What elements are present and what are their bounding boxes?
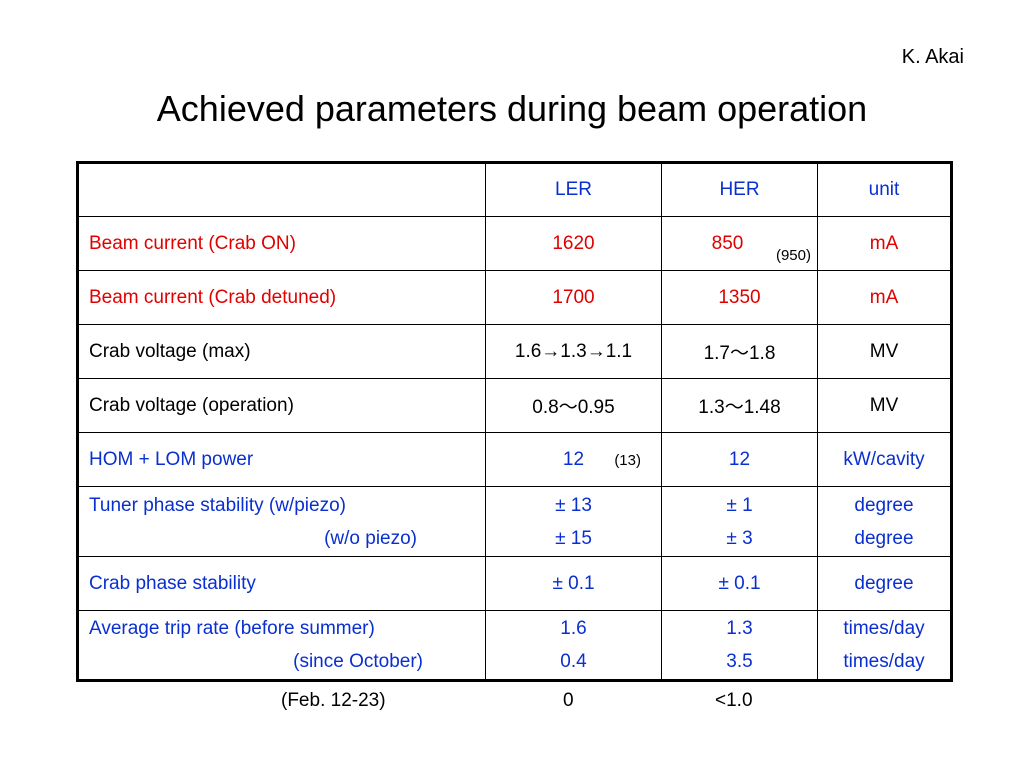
her-cell: 1.3 3.5: [661, 610, 818, 681]
unit-value: mA: [817, 270, 952, 325]
table-row: Beam current (Crab ON) 1620 850 (950) mA: [77, 216, 952, 271]
table-row: Crab voltage (operation) 0.8～0.95 1.3～1.…: [77, 378, 952, 433]
table-row: Tuner phase stability (w/piezo) (w/o pie…: [77, 486, 952, 557]
unit-value-sub: times/day: [843, 651, 925, 672]
row-label: Crab voltage (max): [77, 324, 486, 379]
row-label-sub: (since October): [293, 651, 423, 672]
ler-cell: 12 (13): [485, 432, 662, 487]
footer-period-label: (Feb. 12-23): [281, 690, 386, 711]
row-label: Crab voltage (operation): [77, 378, 486, 433]
row-label: Beam current (Crab ON): [77, 216, 486, 271]
table-row: HOM + LOM power 12 (13) 12 kW/cavity: [77, 432, 952, 487]
ler-value: 12: [562, 448, 585, 470]
her-value: 1.3～1.48: [661, 378, 818, 433]
her-value: ± 0.1: [661, 556, 818, 611]
table-row: Beam current (Crab detuned) 1700 1350 mA: [77, 270, 952, 325]
table-row: Average trip rate (before summer) (since…: [77, 610, 952, 681]
her-cell: ± 1 ± 3: [661, 486, 818, 557]
unit-value: MV: [817, 324, 952, 379]
row-label: Crab phase stability: [77, 556, 486, 611]
row-label: HOM + LOM power: [77, 432, 486, 487]
unit-value: MV: [817, 378, 952, 433]
ler-cell: ± 13 ± 15: [485, 486, 662, 557]
table-header-row: LER HER unit: [77, 162, 952, 217]
her-note: (950): [775, 247, 811, 264]
footer-her-value: <1.0: [715, 690, 753, 711]
ler-value-sub: 0.4: [560, 651, 587, 672]
unit-value: degree: [854, 494, 914, 516]
unit-value: times/day: [843, 618, 925, 639]
ler-note: (13): [614, 452, 641, 469]
author-name: K. Akai: [901, 46, 964, 68]
her-value: 1.7～1.8: [661, 324, 818, 379]
header-unit: unit: [817, 162, 952, 217]
ler-value: ± 0.1: [485, 556, 662, 611]
her-value: 1350: [661, 270, 818, 325]
ler-value: 1.6→1.3→1.1: [485, 324, 662, 379]
ler-value: 1620: [485, 216, 662, 271]
her-value: 1.3: [726, 618, 753, 639]
her-value: 850: [711, 232, 744, 254]
ler-value-sub: ± 15: [555, 527, 592, 549]
unit-value-sub: degree: [854, 527, 914, 549]
her-value: ± 1: [726, 494, 753, 516]
unit-value: kW/cavity: [817, 432, 952, 487]
row-label: Beam current (Crab detuned): [77, 270, 486, 325]
unit-value: degree: [817, 556, 952, 611]
unit-value: mA: [817, 216, 952, 271]
header-ler: LER: [485, 162, 662, 217]
her-cell: 850 (950): [661, 216, 818, 271]
row-label-cell: Tuner phase stability (w/piezo) (w/o pie…: [77, 486, 486, 557]
her-value-sub: ± 3: [726, 527, 753, 549]
ler-value: 0.8～0.95: [485, 378, 662, 433]
parameters-table: LER HER unit Beam current (Crab ON) 1620…: [76, 161, 953, 682]
ler-value: 1700: [485, 270, 662, 325]
slide-title: Achieved parameters during beam operatio…: [156, 88, 868, 129]
table-row: Crab voltage (max) 1.6→1.3→1.1 1.7～1.8 M…: [77, 324, 952, 379]
row-label-sub: (w/o piezo): [324, 527, 417, 549]
footer-ler-value: 0: [563, 690, 574, 711]
header-empty-cell: [77, 162, 486, 217]
unit-cell: degree degree: [817, 486, 952, 557]
her-value-sub: 3.5: [726, 651, 753, 672]
unit-cell: times/day times/day: [817, 610, 952, 681]
table-row: Crab phase stability ± 0.1 ± 0.1 degree: [77, 556, 952, 611]
header-her: HER: [661, 162, 818, 217]
ler-value: 1.6: [560, 618, 587, 639]
ler-value: ± 13: [555, 494, 592, 516]
her-value: 12: [661, 432, 818, 487]
row-label-cell: Average trip rate (before summer) (since…: [77, 610, 486, 681]
ler-cell: 1.6 0.4: [485, 610, 662, 681]
row-label: Tuner phase stability (w/piezo): [89, 494, 346, 516]
row-label: Average trip rate (before summer): [89, 618, 375, 639]
